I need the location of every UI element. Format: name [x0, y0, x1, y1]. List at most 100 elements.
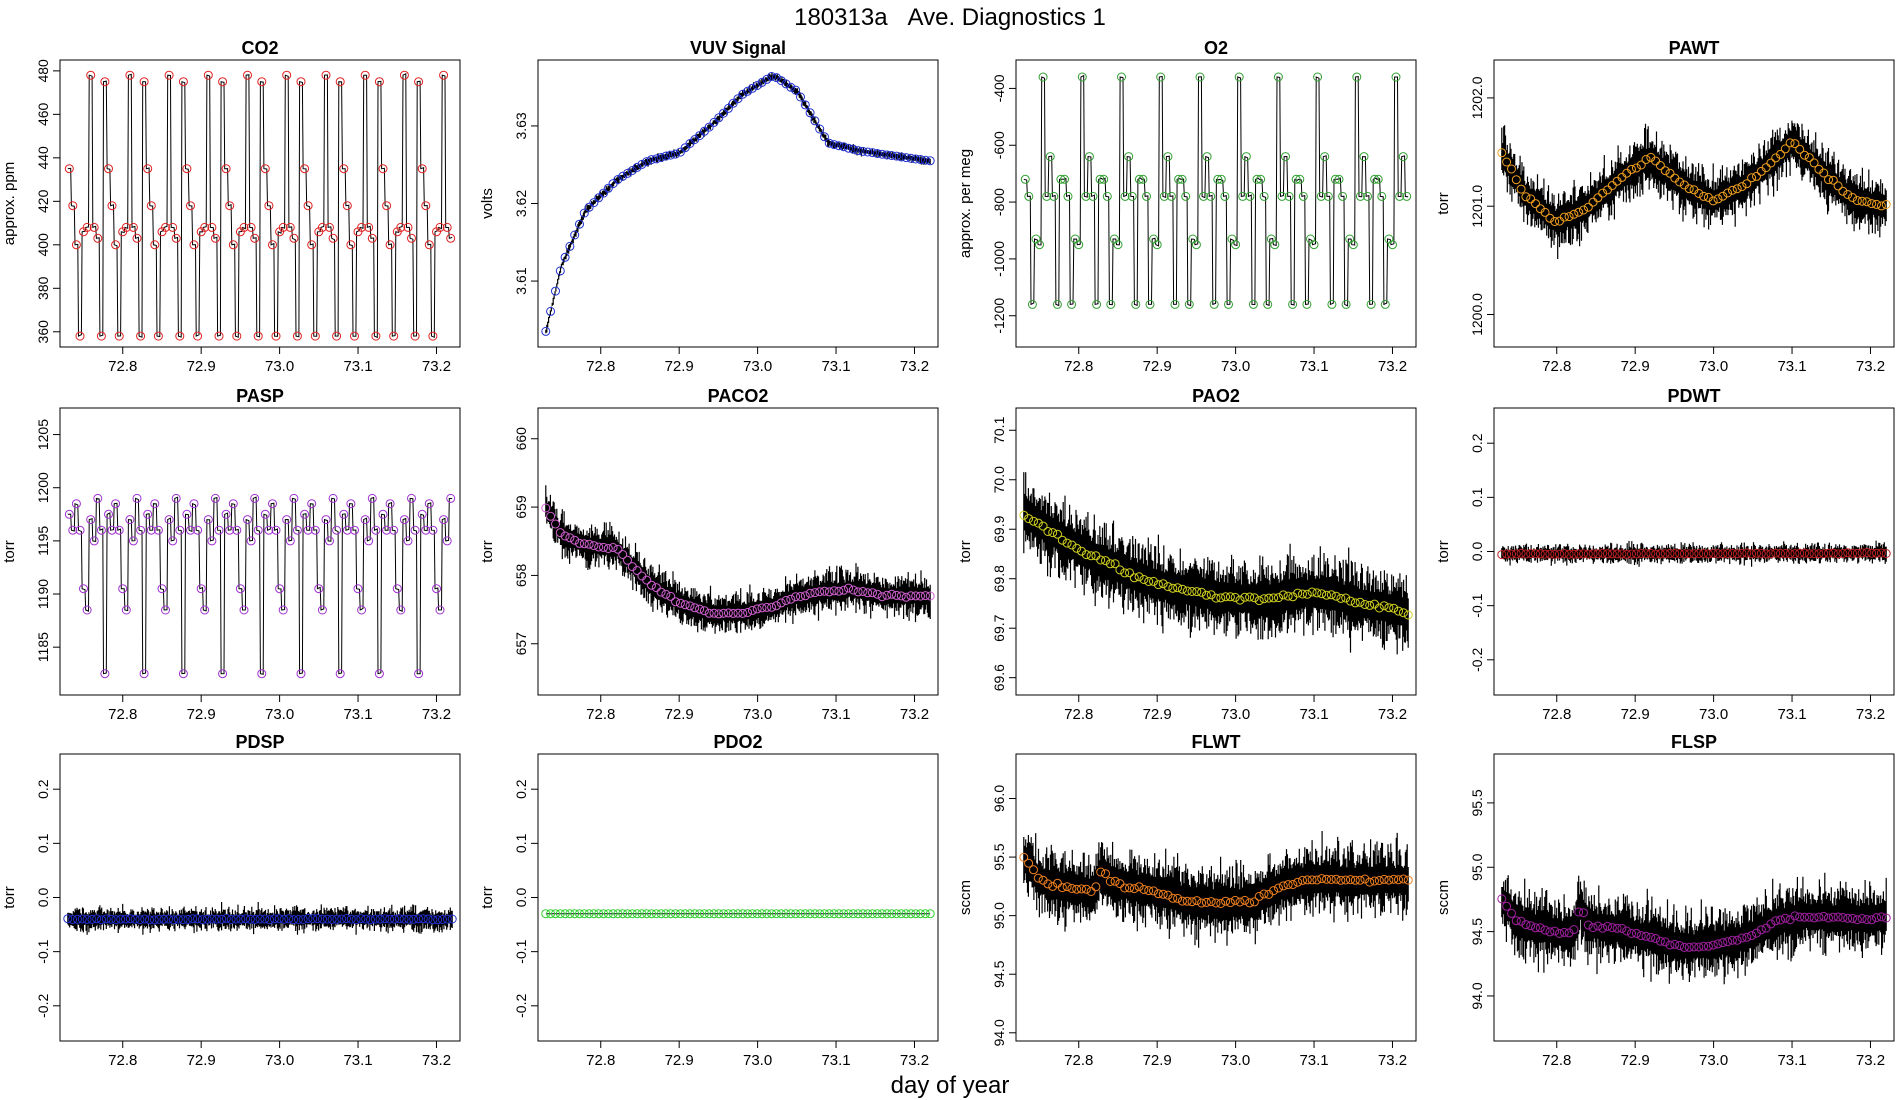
data-point	[671, 909, 680, 919]
x-tick-label: 72.8	[586, 358, 615, 375]
data-point	[435, 222, 445, 232]
data-point	[1163, 890, 1173, 900]
data-point	[1559, 549, 1569, 558]
data-point	[300, 164, 310, 174]
data-point	[1545, 549, 1555, 559]
data-point	[872, 149, 882, 158]
y-tick-label: 460	[35, 102, 51, 126]
data-point	[203, 515, 213, 525]
data-point	[892, 151, 901, 161]
data-point	[829, 140, 839, 150]
data-point	[432, 584, 441, 594]
data-point	[1278, 590, 1288, 600]
data-point	[1703, 549, 1713, 559]
data-point	[1795, 912, 1805, 922]
data-point	[175, 525, 185, 535]
data-point	[1263, 299, 1273, 309]
data-point	[776, 76, 786, 86]
y-axis-label: torr	[479, 540, 496, 563]
data-point	[367, 493, 377, 503]
y-axis-label: torr	[1, 886, 18, 909]
data-point	[594, 193, 604, 203]
data-point	[771, 601, 781, 611]
data-point	[250, 233, 260, 243]
data-point	[265, 915, 275, 925]
data-point	[1067, 540, 1077, 550]
y-axis-label: approx. per meg	[957, 149, 974, 258]
data-point	[232, 331, 242, 341]
data-point	[844, 583, 853, 593]
data-point	[767, 602, 777, 612]
data-point	[1099, 174, 1109, 184]
plot-frame	[59, 753, 461, 1042]
y-tick-label: 96.0	[991, 785, 1007, 812]
data-point	[1603, 549, 1612, 559]
data-point	[168, 222, 178, 232]
data-point	[906, 153, 916, 163]
data-point	[212, 914, 222, 924]
data-point	[1843, 913, 1853, 923]
data-point	[1881, 549, 1891, 558]
data-point	[1117, 72, 1126, 82]
data-point	[143, 509, 153, 519]
x-tick-label: 73.0	[743, 706, 772, 723]
data-point	[651, 154, 661, 164]
data-point	[193, 525, 203, 535]
data-point	[1838, 186, 1848, 196]
data-point	[139, 669, 149, 679]
data-point	[776, 909, 786, 919]
data-point	[1302, 299, 1312, 309]
data-point	[565, 533, 575, 543]
data-point	[762, 909, 772, 919]
data-point	[853, 909, 863, 919]
x-tick-label: 73.0	[265, 358, 294, 375]
data-point	[1651, 549, 1661, 559]
y-tick-label: 94.5	[991, 960, 1007, 987]
data-point	[1158, 889, 1168, 899]
data-point	[161, 605, 170, 615]
panel-paco2: PACO2 torr 657 658 659 660 72.8 72.9 73.0 73.1 73.…	[479, 386, 939, 723]
data-point	[1086, 551, 1096, 561]
data-point	[863, 147, 873, 157]
data-point	[704, 909, 714, 919]
x-tick-label: 73.0	[1699, 358, 1728, 375]
data-point	[410, 525, 420, 535]
data-point	[815, 124, 825, 134]
data-point	[1192, 587, 1202, 597]
data-point	[579, 208, 589, 218]
data-point	[264, 525, 274, 535]
x-tick-label: 73.1	[1777, 1052, 1806, 1069]
data-point	[1019, 510, 1029, 520]
data-point	[1574, 907, 1584, 917]
data-point	[439, 515, 449, 525]
data-point	[1359, 152, 1369, 162]
data-point	[221, 913, 231, 923]
data-point	[1134, 882, 1144, 892]
data-point	[207, 536, 217, 546]
data-point	[1694, 189, 1704, 198]
data-point	[1627, 929, 1636, 938]
data-point	[193, 914, 202, 924]
data-point	[820, 132, 829, 142]
data-point	[719, 909, 729, 919]
data-point	[1862, 548, 1872, 557]
data-point	[1756, 549, 1766, 558]
figure-title-id: 180313a	[794, 4, 888, 31]
data-point	[282, 515, 292, 525]
data-point	[613, 175, 623, 184]
data-point	[810, 116, 820, 126]
x-tick-label: 73.1	[343, 706, 372, 723]
data-point	[327, 915, 337, 924]
data-point	[399, 70, 409, 80]
data-point	[666, 909, 676, 919]
data-point	[680, 909, 690, 919]
data-point	[781, 79, 791, 89]
data-point	[757, 909, 767, 919]
y-tick-label: 69.9	[991, 515, 1007, 542]
data-point	[1684, 184, 1694, 194]
data-point	[421, 525, 431, 535]
data-point	[321, 515, 331, 525]
panel-title: PACO2	[708, 386, 769, 406]
x-tick-label: 73.1	[343, 1052, 372, 1069]
data-point	[1125, 568, 1134, 578]
